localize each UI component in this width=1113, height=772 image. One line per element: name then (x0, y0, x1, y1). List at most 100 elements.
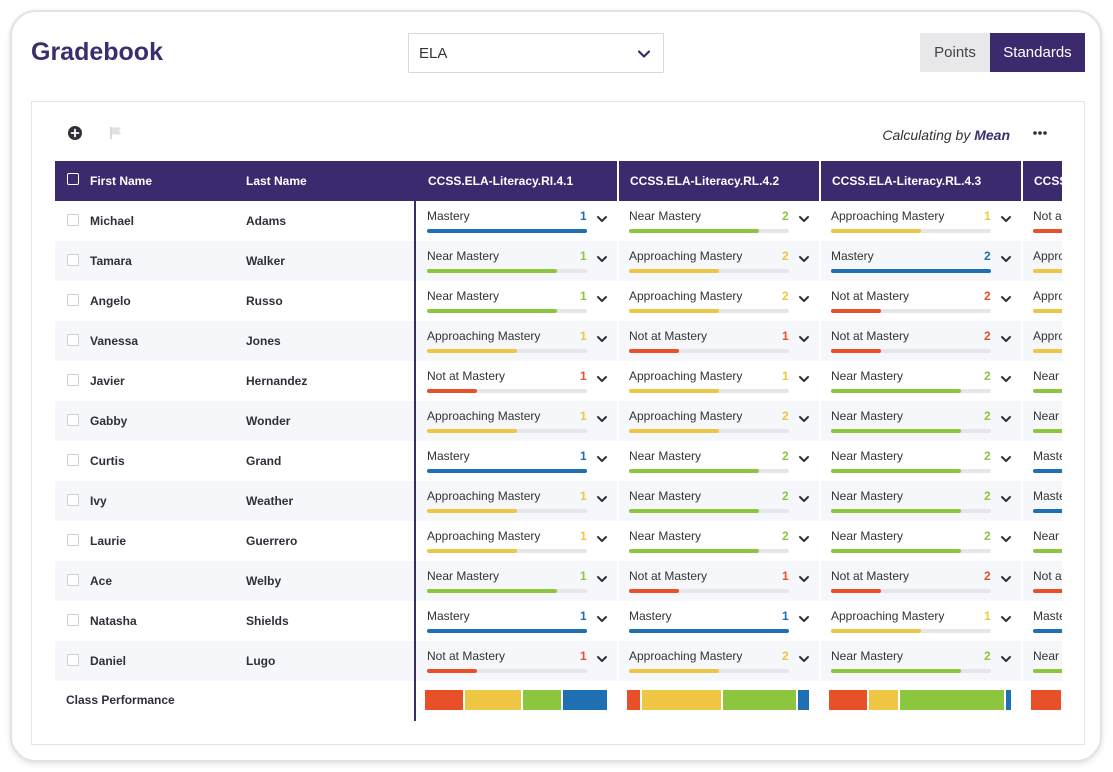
mastery-cell[interactable]: Mastery 1 (416, 201, 616, 241)
mastery-cell[interactable]: Approaching Mastery 1 (820, 201, 1020, 241)
last-name-header[interactable]: Last Name (246, 174, 307, 188)
chevron-down-icon[interactable] (798, 373, 810, 385)
mastery-cell[interactable]: Near Mastery 2 (820, 521, 1020, 561)
mastery-cell[interactable]: Near Mastery 2 (820, 441, 1020, 481)
mastery-cell[interactable]: Approaching Mastery 1 (416, 321, 616, 361)
mastery-cell[interactable]: Near Mastery 2 (820, 401, 1020, 441)
mastery-cell[interactable]: Not at Mastery 2 (820, 281, 1020, 321)
standards-toggle-button[interactable]: Standards (990, 33, 1085, 72)
select-all-checkbox[interactable] (67, 173, 79, 185)
row-checkbox[interactable] (67, 614, 79, 626)
chevron-down-icon[interactable] (1000, 413, 1012, 425)
chevron-down-icon[interactable] (1000, 333, 1012, 345)
chevron-down-icon[interactable] (798, 293, 810, 305)
mastery-cell[interactable]: Near Mastery 2 (618, 521, 818, 561)
mastery-cell[interactable]: Approaching Mastery (1022, 241, 1062, 281)
mastery-cell[interactable]: Near Mastery 1 (416, 241, 616, 281)
mastery-cell[interactable]: Approaching Mastery 1 (618, 361, 818, 401)
row-checkbox[interactable] (67, 494, 79, 506)
mastery-cell[interactable]: Mastery 1 (416, 601, 616, 641)
chevron-down-icon[interactable] (798, 493, 810, 505)
add-circle-icon[interactable] (68, 126, 82, 140)
chevron-down-icon[interactable] (596, 333, 608, 345)
mastery-cell[interactable]: Approaching Mastery 1 (416, 521, 616, 561)
mastery-cell[interactable]: Near Mastery (1022, 641, 1062, 681)
chevron-down-icon[interactable] (596, 253, 608, 265)
chevron-down-icon[interactable] (596, 293, 608, 305)
mastery-cell[interactable]: Near Mastery (1022, 521, 1062, 561)
chevron-down-icon[interactable] (1000, 253, 1012, 265)
row-checkbox[interactable] (67, 214, 79, 226)
chevron-down-icon[interactable] (596, 413, 608, 425)
chevron-down-icon[interactable] (798, 213, 810, 225)
mastery-cell[interactable]: Not at Mastery (1022, 561, 1062, 601)
chevron-down-icon[interactable] (798, 573, 810, 585)
mastery-cell[interactable]: Near Mastery 1 (416, 281, 616, 321)
chevron-down-icon[interactable] (596, 493, 608, 505)
row-checkbox[interactable] (67, 254, 79, 266)
row-checkbox[interactable] (67, 534, 79, 546)
standard-header-4[interactable]: CCSS (1034, 174, 1062, 188)
mastery-cell[interactable]: Near Mastery 2 (820, 641, 1020, 681)
chevron-down-icon[interactable] (596, 213, 608, 225)
chevron-down-icon[interactable] (1000, 213, 1012, 225)
row-checkbox[interactable] (67, 454, 79, 466)
chevron-down-icon[interactable] (1000, 493, 1012, 505)
mastery-cell[interactable]: Approaching Mastery (1022, 321, 1062, 361)
mastery-cell[interactable]: Near Mastery 2 (618, 481, 818, 521)
standard-header-2[interactable]: CCSS.ELA-Literacy.RL.4.2 (630, 174, 780, 188)
mastery-cell[interactable]: Not at Mastery 1 (618, 321, 818, 361)
standard-header-3[interactable]: CCSS.ELA-Literacy.RL.4.3 (832, 174, 982, 188)
mastery-cell[interactable]: Near Mastery 2 (820, 481, 1020, 521)
standard-header-1[interactable]: CCSS.ELA-Literacy.RI.4.1 (428, 174, 574, 188)
chevron-down-icon[interactable] (596, 573, 608, 585)
more-options-icon[interactable] (1032, 127, 1048, 139)
mastery-cell[interactable]: Approaching Mastery 2 (618, 401, 818, 441)
mastery-cell[interactable]: Near Mastery (1022, 361, 1062, 401)
chevron-down-icon[interactable] (1000, 293, 1012, 305)
mastery-cell[interactable]: Near Mastery (1022, 401, 1062, 441)
mastery-cell[interactable]: Approaching Mastery 2 (618, 241, 818, 281)
chevron-down-icon[interactable] (596, 533, 608, 545)
chevron-down-icon[interactable] (798, 653, 810, 665)
mastery-cell[interactable]: Not at Mastery 2 (820, 561, 1020, 601)
chevron-down-icon[interactable] (798, 333, 810, 345)
chevron-down-icon[interactable] (596, 613, 608, 625)
row-checkbox[interactable] (67, 654, 79, 666)
mastery-cell[interactable]: Approaching Mastery (1022, 281, 1062, 321)
row-checkbox[interactable] (67, 574, 79, 586)
chevron-down-icon[interactable] (1000, 533, 1012, 545)
mastery-cell[interactable]: Mastery (1022, 441, 1062, 481)
mastery-cell[interactable]: Approaching Mastery 1 (820, 601, 1020, 641)
mastery-cell[interactable]: Not at Mastery 1 (416, 641, 616, 681)
flag-icon[interactable] (109, 126, 123, 140)
mastery-cell[interactable]: Mastery 1 (416, 441, 616, 481)
mastery-cell[interactable]: Near Mastery 1 (416, 561, 616, 601)
chevron-down-icon[interactable] (596, 653, 608, 665)
mastery-cell[interactable]: Mastery (1022, 481, 1062, 521)
mastery-cell[interactable]: Approaching Mastery 2 (618, 281, 818, 321)
mastery-cell[interactable]: Mastery 1 (618, 601, 818, 641)
chevron-down-icon[interactable] (798, 613, 810, 625)
mastery-cell[interactable]: Mastery (1022, 601, 1062, 641)
first-name-header[interactable]: First Name (90, 174, 153, 188)
row-checkbox[interactable] (67, 294, 79, 306)
row-checkbox[interactable] (67, 334, 79, 346)
mastery-cell[interactable]: Approaching Mastery 1 (416, 401, 616, 441)
row-checkbox[interactable] (67, 374, 79, 386)
chevron-down-icon[interactable] (798, 413, 810, 425)
row-checkbox[interactable] (67, 414, 79, 426)
chevron-down-icon[interactable] (798, 453, 810, 465)
mastery-cell[interactable]: Not at Mastery 1 (416, 361, 616, 401)
mastery-cell[interactable]: Approaching Mastery 2 (618, 641, 818, 681)
chevron-down-icon[interactable] (1000, 613, 1012, 625)
mastery-cell[interactable]: Approaching Mastery 1 (416, 481, 616, 521)
chevron-down-icon[interactable] (596, 373, 608, 385)
chevron-down-icon[interactable] (1000, 373, 1012, 385)
chevron-down-icon[interactable] (798, 533, 810, 545)
mastery-cell[interactable]: Near Mastery 2 (618, 201, 818, 241)
mastery-cell[interactable]: Not at Mastery 1 (618, 561, 818, 601)
chevron-down-icon[interactable] (596, 453, 608, 465)
chevron-down-icon[interactable] (1000, 653, 1012, 665)
mastery-cell[interactable]: Near Mastery 2 (618, 441, 818, 481)
